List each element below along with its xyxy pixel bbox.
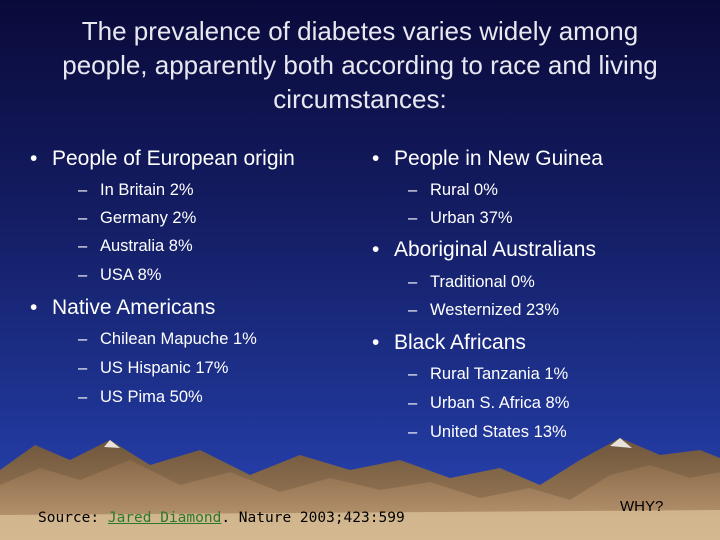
- sub-item: – Traditional 0%: [408, 273, 535, 291]
- sub-item: – Urban S. Africa 8%: [408, 394, 570, 412]
- sub-item: – US Pima 50%: [78, 388, 203, 406]
- bullet-native-americans: • Native Americans: [30, 295, 215, 321]
- source-citation: Source: Jared Diamond. Nature 2003;423:5…: [38, 510, 405, 526]
- sub-item: – United States 13%: [408, 423, 567, 441]
- sub-item: – US Hispanic 17%: [78, 359, 229, 377]
- bullet-dot: •: [372, 238, 380, 261]
- bullet-black-africans: • Black Africans: [372, 330, 526, 356]
- bullet-dot: •: [30, 296, 38, 319]
- bullet-heading: People of European origin: [52, 147, 295, 170]
- source-label: Source:: [38, 510, 100, 526]
- slide-title: The prevalence of diabetes varies widely…: [62, 16, 658, 114]
- sub-item: – Urban 37%: [408, 209, 513, 227]
- bullet-aboriginal-australians: • Aboriginal Australians: [372, 237, 596, 263]
- sub-item: – Germany 2%: [78, 209, 197, 227]
- bullet-heading: People in New Guinea: [394, 147, 603, 170]
- source-author-link[interactable]: Jared Diamond: [107, 510, 222, 526]
- sub-item: – Australia 8%: [78, 237, 193, 255]
- bullet-new-guinea: • People in New Guinea: [372, 146, 603, 172]
- bullet-heading: Native Americans: [52, 296, 216, 319]
- sub-item: – Rural Tanzania 1%: [408, 365, 569, 383]
- sub-item: – Rural 0%: [408, 181, 498, 199]
- bullet-heading: Aboriginal Australians: [394, 238, 596, 261]
- bullet-dot: •: [30, 147, 38, 170]
- bullet-dot: •: [372, 331, 380, 354]
- why-label: WHY?: [620, 498, 664, 515]
- mountain-landscape-image: [0, 438, 720, 540]
- sub-item: – Westernized 23%: [408, 301, 560, 319]
- bullet-heading: Black Africans: [394, 331, 526, 354]
- bullet-dot: •: [372, 147, 380, 170]
- source-reference: . Nature 2003;423:599: [221, 510, 405, 526]
- sub-item: – In Britain 2%: [78, 181, 194, 199]
- bullet-european-origin: • People of European origin: [30, 146, 295, 172]
- sub-item: – Chilean Mapuche 1%: [78, 330, 257, 348]
- sub-item: – USA 8%: [78, 266, 162, 284]
